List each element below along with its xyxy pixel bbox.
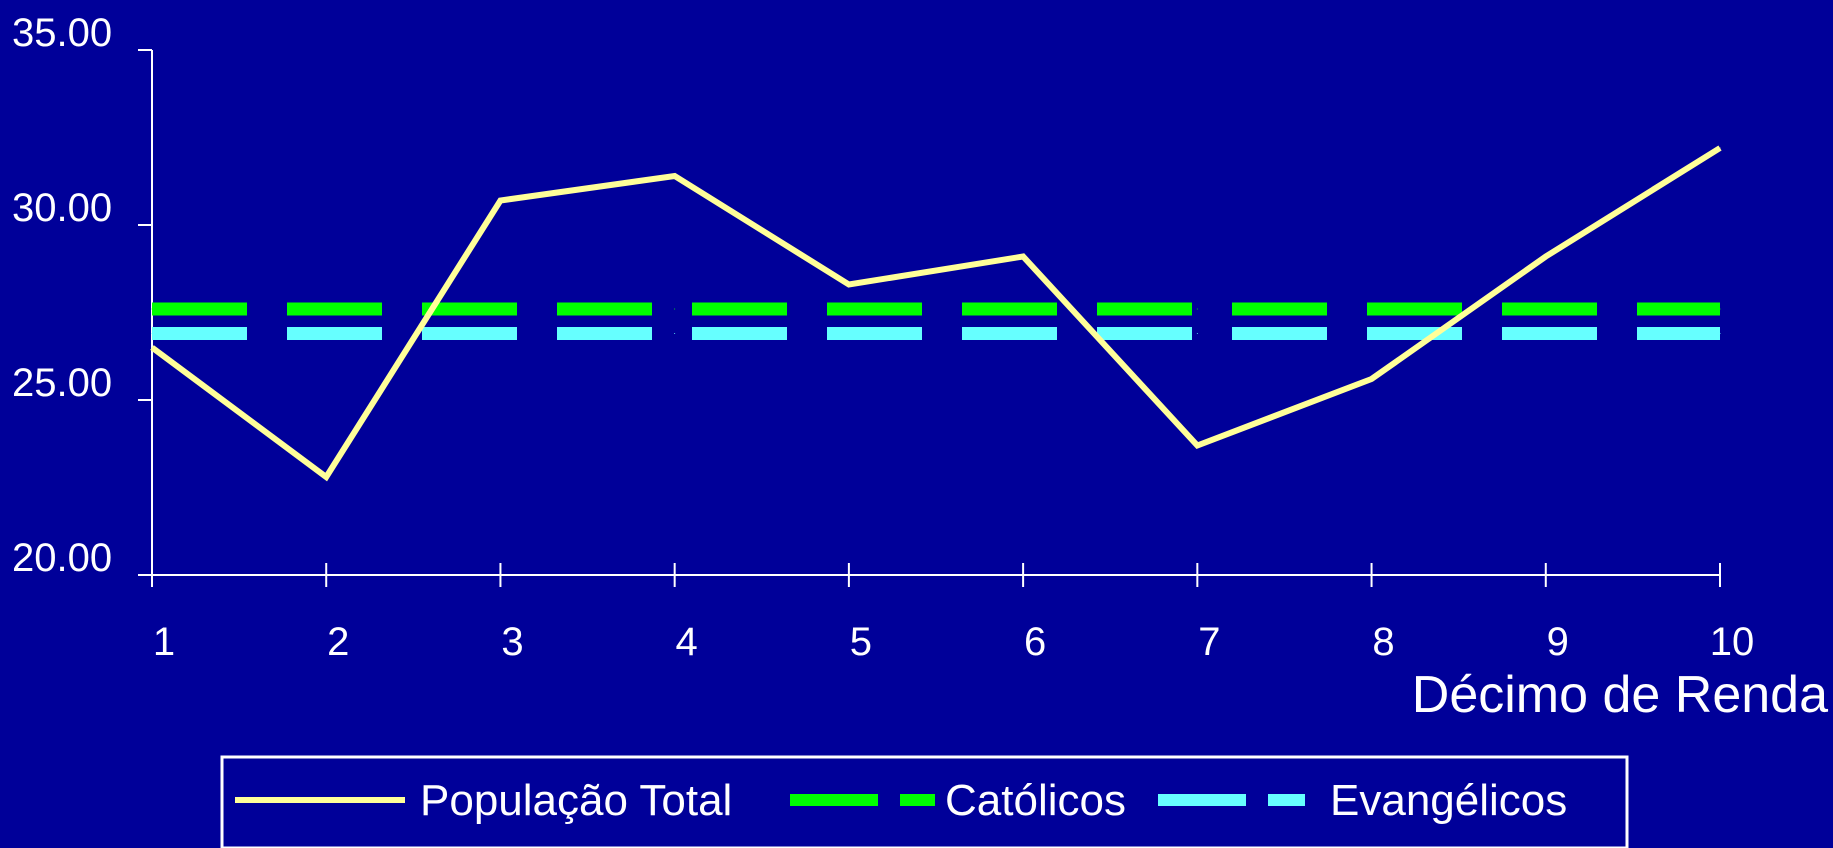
- data-point: [1196, 333, 1198, 334]
- series-line-0: [150, 145, 1722, 482]
- y-tick-label: 20.00: [12, 536, 112, 580]
- x-tick-label: 4: [676, 620, 698, 664]
- data-point: [151, 333, 153, 334]
- x-tick-label: 10: [1710, 620, 1755, 664]
- x-tick-label: 3: [501, 620, 523, 664]
- x-ticks: 1 2 3 4 5 6 7 8 9 10: [151, 563, 1755, 664]
- data-point: [1719, 147, 1721, 149]
- data-point: [848, 284, 850, 285]
- data-point: [499, 200, 501, 201]
- x-tick-label: 7: [1198, 620, 1220, 664]
- data-point: [325, 333, 327, 334]
- x-tick-label: 5: [850, 620, 872, 664]
- y-ticks: 20.00 25.00 30.00 35.00: [12, 11, 152, 580]
- data-point: [1022, 333, 1024, 334]
- x-tick-label: 1: [153, 620, 175, 664]
- data-point: [1545, 333, 1547, 334]
- y-tick-label: 35.00: [12, 11, 112, 55]
- data-point: [674, 333, 676, 334]
- x-tick-label: 2: [327, 620, 349, 664]
- x-axis-title: Décimo de Renda: [1412, 666, 1828, 724]
- y-tick-label: 25.00: [12, 361, 112, 405]
- data-point: [674, 308, 676, 310]
- legend-label-1: Católicos: [945, 776, 1126, 825]
- legend-label-2: Evangélicos: [1330, 776, 1567, 825]
- data-point: [325, 476, 327, 478]
- data-point: [1196, 445, 1198, 446]
- data-point: [499, 308, 501, 310]
- y-tick-label: 30.00: [12, 186, 112, 230]
- data-point: [1545, 308, 1547, 310]
- legend-box: [220, 755, 1629, 848]
- data-point: [1371, 378, 1373, 380]
- data-point: [674, 175, 676, 177]
- data-point: [1545, 256, 1547, 257]
- x-tick-label: 8: [1372, 620, 1394, 664]
- series-lines: [150, 145, 1722, 482]
- x-tick-label: 9: [1547, 620, 1569, 664]
- legend-label-0: População Total: [420, 776, 732, 825]
- data-point: [1371, 333, 1373, 334]
- data-point: [1196, 308, 1198, 310]
- data-point: [1022, 256, 1024, 257]
- data-point: [848, 308, 850, 310]
- data-point: [1719, 308, 1721, 310]
- x-tick-label: 6: [1024, 620, 1046, 664]
- axes: [151, 50, 1720, 576]
- data-point: [325, 308, 327, 310]
- data-point: [1022, 308, 1024, 310]
- data-point: [1371, 308, 1373, 310]
- data-point: [1719, 333, 1721, 334]
- data-point: [848, 333, 850, 334]
- legend: População Total Católicos Evangélicos: [220, 755, 1629, 848]
- data-point: [499, 333, 501, 334]
- data-point: [151, 308, 153, 310]
- data-point: [151, 347, 153, 348]
